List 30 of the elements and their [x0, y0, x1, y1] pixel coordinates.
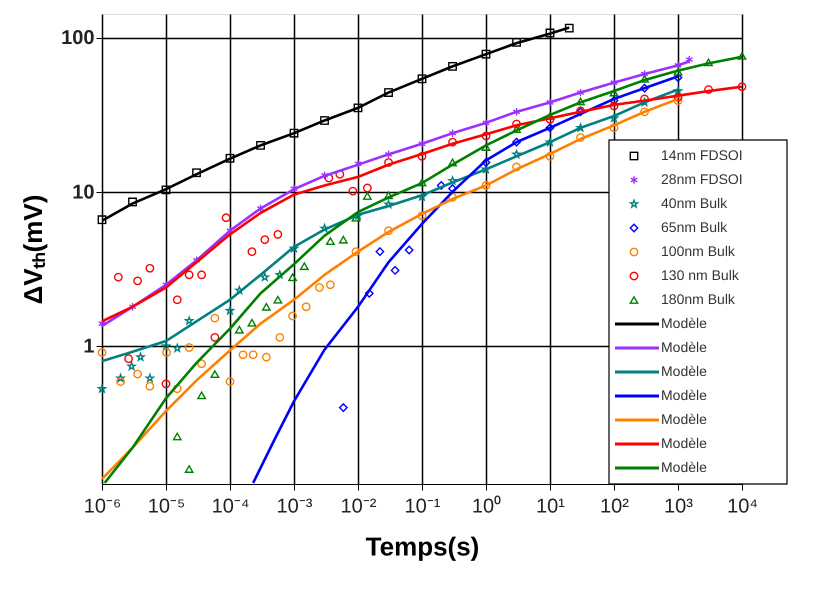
y-axis-title: ΔVₜₕ(mV): [18, 194, 48, 304]
legend-label: Modèle: [661, 435, 708, 451]
x-tick-label: 10⁻¹: [404, 496, 441, 518]
x-tick-label: 10⁻⁵: [148, 496, 186, 518]
legend-label: 65nm Bulk: [661, 219, 728, 235]
legend-label: 180nm Bulk: [661, 291, 736, 307]
legend-label: 130 nm Bulk: [661, 267, 740, 283]
x-tick-label: 10⁻⁶: [84, 496, 122, 518]
y-tick-label: 10: [72, 181, 94, 204]
legend-label: Modèle: [661, 363, 708, 379]
x-tick-label: 10³: [664, 496, 694, 518]
x-axis-title: Temps(s): [366, 532, 480, 562]
legend-label: Modèle: [661, 411, 708, 427]
legend-label: 100nm Bulk: [661, 243, 736, 259]
x-tick-label: 10⁴: [727, 496, 758, 518]
legend-label: Modèle: [661, 315, 708, 331]
y-tick-label: 100: [61, 27, 94, 50]
y-tick-label: 1: [83, 336, 94, 358]
legend-label: 14nm FDSOI: [661, 147, 743, 163]
legend-label: Modèle: [661, 339, 708, 355]
legend-label: 28nm FDSOI: [661, 171, 743, 187]
x-tick-label: 10⁻²: [340, 496, 377, 518]
x-tick-label: 10²: [600, 496, 630, 518]
x-tick-label: 10¹: [536, 496, 566, 518]
x-tick-label: 10⁻⁴: [212, 496, 250, 518]
legend-label: Modèle: [661, 387, 708, 403]
legend-label: 40nm Bulk: [661, 195, 728, 211]
x-tick-label: 10⁰: [472, 494, 502, 518]
x-tick-label: 10⁻³: [276, 496, 313, 518]
legend-label: Modèle: [661, 459, 708, 475]
